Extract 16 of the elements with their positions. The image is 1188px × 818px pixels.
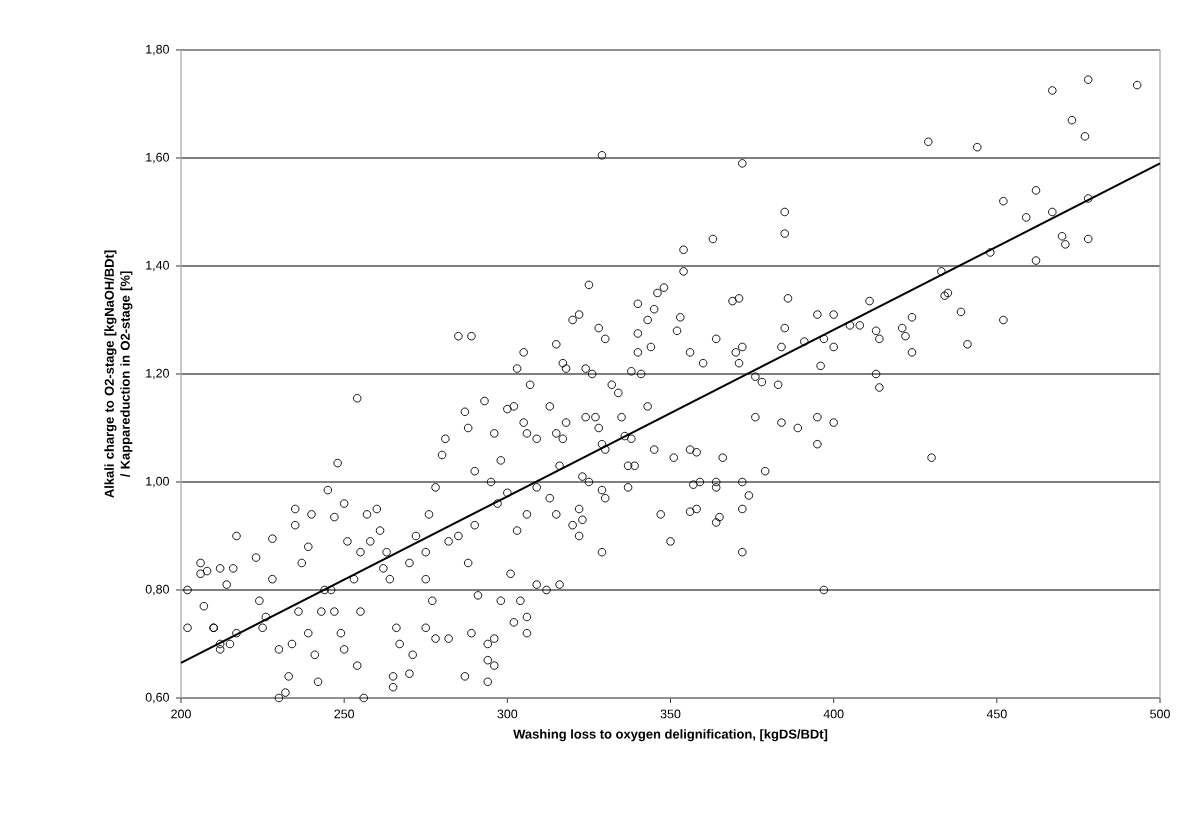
y-tick-label: 0,80 (145, 584, 169, 596)
x-axis-title: Washing loss to oxygen delignification, [kgDS/BDt] (513, 729, 828, 742)
x-tick-label: 400 (823, 709, 844, 719)
y-tick-label: 1,00 (146, 476, 169, 488)
y-tick-label: 0,60 (145, 692, 169, 704)
y-axis-title: Alkali charge to O2-stage [kgNaOH/BDt] / Kappareduction in O2-stage [%] (104, 250, 133, 498)
y-tick-label: 1,40 (146, 260, 169, 272)
y-tick-label: 1,20 (146, 368, 169, 380)
x-tick-label: 450 (986, 709, 1007, 719)
x-tick-label: 350 (660, 709, 681, 719)
x-tick-label: 500 (1150, 709, 1170, 719)
y-tick-label: 1,60 (146, 152, 169, 164)
y-tick-label: 1,80 (146, 44, 169, 56)
x-tick-label: 200 (171, 709, 191, 719)
x-tick-label: 250 (334, 709, 355, 719)
x-tick-label: 300 (497, 709, 518, 719)
